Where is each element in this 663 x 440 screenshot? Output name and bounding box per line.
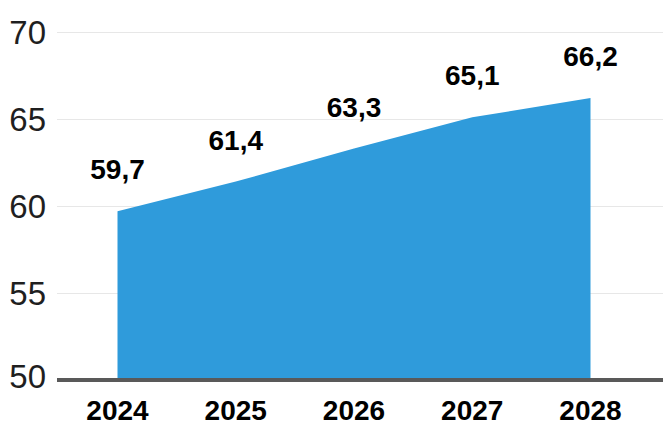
data-label-2027: 65,1 bbox=[445, 62, 500, 90]
x-tick-label-2026: 2026 bbox=[323, 397, 385, 425]
x-tick-label-2024: 2024 bbox=[86, 397, 148, 425]
data-label-2028: 66,2 bbox=[563, 43, 618, 71]
data-label-2026: 63,3 bbox=[327, 94, 382, 122]
x-tick-label-2027: 2027 bbox=[441, 397, 503, 425]
area-chart: 5055606570 59,761,463,365,166,2 20242025… bbox=[0, 0, 663, 440]
x-tick-label-2025: 2025 bbox=[205, 397, 267, 425]
x-tick-label-2028: 2028 bbox=[559, 397, 621, 425]
area-polygon bbox=[118, 98, 591, 380]
data-label-2025: 61,4 bbox=[209, 127, 264, 155]
x-axis-line bbox=[57, 378, 663, 382]
data-label-2024: 59,7 bbox=[90, 156, 145, 184]
